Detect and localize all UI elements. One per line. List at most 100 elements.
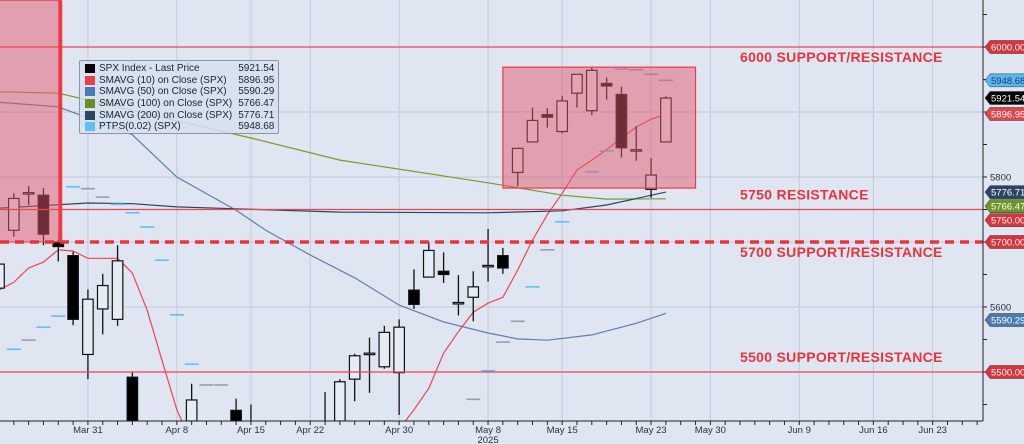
price-flag-text: 5700.00 (991, 238, 1024, 249)
price-flag-shape (984, 73, 1024, 88)
legend-value: 5948.68 (238, 121, 275, 133)
shaded-zone (502, 66, 697, 189)
legend-value: 5921.54 (238, 63, 275, 75)
x-tick-label: May 8 (475, 425, 501, 436)
legend-value: 5896.95 (238, 74, 275, 86)
legend-item-sma50: SMAVG (50) on Close (SPX) 5590.29 (85, 86, 274, 98)
x-tick-label: Apr 30 (385, 425, 413, 436)
candle (0, 263, 5, 289)
level-label: 5750 RESISTANCE (740, 187, 869, 203)
candle-body (378, 331, 391, 368)
right-axis-labels: 6000.00 5948.68 5921.54 5896.95 5776.71 5766.… (984, 40, 1024, 379)
price-flag: 5766.47 (984, 199, 1024, 213)
price-flag: 5921.54 (984, 91, 1024, 105)
level-label: 5500 SUPPORT/RESISTANCE (740, 349, 943, 365)
price-flag-shape (984, 199, 1024, 213)
price-flag: 6000.00 (984, 40, 1024, 54)
legend-item-sma100: SMAVG (100) on Close (SPX) 5766.47 (85, 98, 274, 110)
candle-body (0, 263, 5, 289)
candle-body (96, 284, 109, 310)
price-flag: 5896.95 (984, 107, 1024, 121)
legend-value: 5590.29 (238, 86, 275, 98)
sma-line (0, 101, 667, 341)
legend-label: SMAVG (10) on Close (SPX) (99, 74, 227, 86)
candle-body (111, 260, 124, 320)
candle-body (497, 255, 509, 269)
candle-body (452, 301, 465, 305)
candle-body (185, 399, 198, 421)
price-flag-shape (984, 40, 1024, 54)
legend-item-sma200: SMAVG (200) on Close (SPX) 5776.71 (85, 109, 274, 121)
price-flag-text: 5500.00 (991, 368, 1024, 379)
candle (334, 379, 346, 421)
candle-body (393, 326, 405, 374)
price-flag-shape (984, 235, 1024, 249)
price-flag-text: 6000.00 (991, 43, 1024, 54)
candle-body (67, 255, 79, 320)
price-flag-text: 5948.68 (991, 76, 1024, 87)
y-tick-label: 5800 (990, 173, 1011, 184)
x-tick-label: Jun 9 (788, 425, 811, 436)
candle-body (126, 376, 139, 421)
x-tick-label: Jun 23 (918, 425, 947, 436)
price-flag-text: 5750.00 (991, 216, 1024, 227)
price-flag-shape (984, 313, 1024, 327)
candle (126, 372, 139, 421)
candle (67, 251, 79, 326)
price-flag-shape (984, 213, 1024, 227)
candle (422, 242, 435, 278)
candle (452, 275, 465, 316)
price-flag: 5700.00 (984, 235, 1024, 249)
candle (408, 269, 420, 309)
candle-body (334, 381, 346, 421)
candle-body (422, 249, 435, 278)
legend[interactable]: SPX Index - Last Price 5921.54 SMAVG (10)… (79, 60, 280, 134)
x-tick-label: May 23 (636, 425, 667, 436)
legend-label: SMAVG (50) on Close (SPX) (99, 86, 227, 98)
candle (185, 383, 198, 421)
y-tick-label: 5600 (990, 303, 1011, 314)
candle-body (467, 286, 480, 298)
plot-area (0, 0, 697, 421)
candle (82, 289, 94, 380)
sma-line (0, 191, 667, 214)
price-flag-shape (984, 185, 1024, 199)
support-resistance-levels: 6100 SUPPORT/RESISTANCE6000 SUPPORT/RESI… (0, 46, 983, 373)
level-label: 6000 SUPPORT/RESISTANCE (740, 49, 943, 65)
candle (437, 252, 450, 283)
shaded-zone (0, 0, 61, 243)
x-year-label: 2025 (477, 435, 498, 444)
x-tick-label: Apr 8 (165, 425, 188, 436)
candle-body (482, 264, 494, 268)
price-flag-shape (984, 91, 1024, 105)
candle (230, 398, 242, 421)
candle-body (437, 270, 450, 276)
price-flag: 5948.68 (984, 73, 1024, 88)
candle (482, 229, 494, 282)
candle (393, 319, 405, 415)
x-tick-label: May 15 (547, 425, 578, 436)
legend-item-last-price: SPX Index - Last Price 5921.54 (85, 63, 274, 75)
x-tick-label: Apr 22 (296, 425, 324, 436)
legend-label: PTPS(0.02) (SPX) (99, 121, 181, 133)
legend-label: SPX Index - Last Price (99, 63, 200, 75)
candle-body (363, 352, 376, 356)
legend-swatch (85, 99, 95, 109)
x-tick-label: Apr 15 (237, 425, 265, 436)
sma-line (0, 249, 183, 421)
legend-swatch (85, 64, 95, 74)
candle (348, 353, 361, 402)
candle-body (230, 409, 242, 421)
candle (467, 271, 480, 322)
legend-label: SMAVG (100) on Close (SPX) (99, 98, 233, 110)
price-flag: 5500.00 (984, 365, 1024, 379)
candle (497, 247, 509, 274)
level-label: 5700 SUPPORT/RESISTANCE (740, 244, 943, 260)
legend-swatch (85, 122, 95, 132)
legend-value: 5776.71 (238, 109, 275, 121)
candle-body (408, 289, 420, 306)
legend-value: 5766.47 (238, 98, 275, 110)
price-flag: 5590.29 (984, 313, 1024, 327)
